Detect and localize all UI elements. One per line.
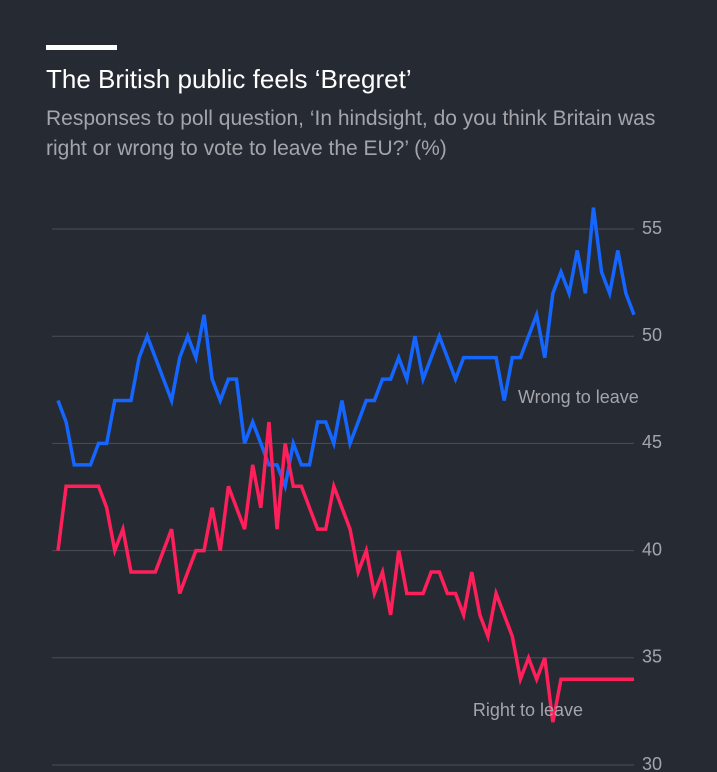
chart-subtitle: Responses to poll question, ‘In hindsigh… (46, 107, 656, 160)
series-line (56, 421, 634, 723)
chart-title: The British public feels ‘Bregret’ (46, 64, 412, 94)
y-tick-label: 50 (642, 325, 662, 345)
y-tick-label: 40 (642, 539, 662, 559)
series-label: Right to leave (473, 700, 583, 720)
y-tick-label: 45 (642, 432, 662, 452)
series-line (56, 207, 636, 493)
y-tick-label: 30 (642, 754, 662, 772)
title-rule (46, 45, 117, 50)
y-tick-label: 35 (642, 647, 662, 667)
y-tick-label: 55 (642, 218, 662, 238)
series-label: Wrong to leave (518, 387, 639, 407)
